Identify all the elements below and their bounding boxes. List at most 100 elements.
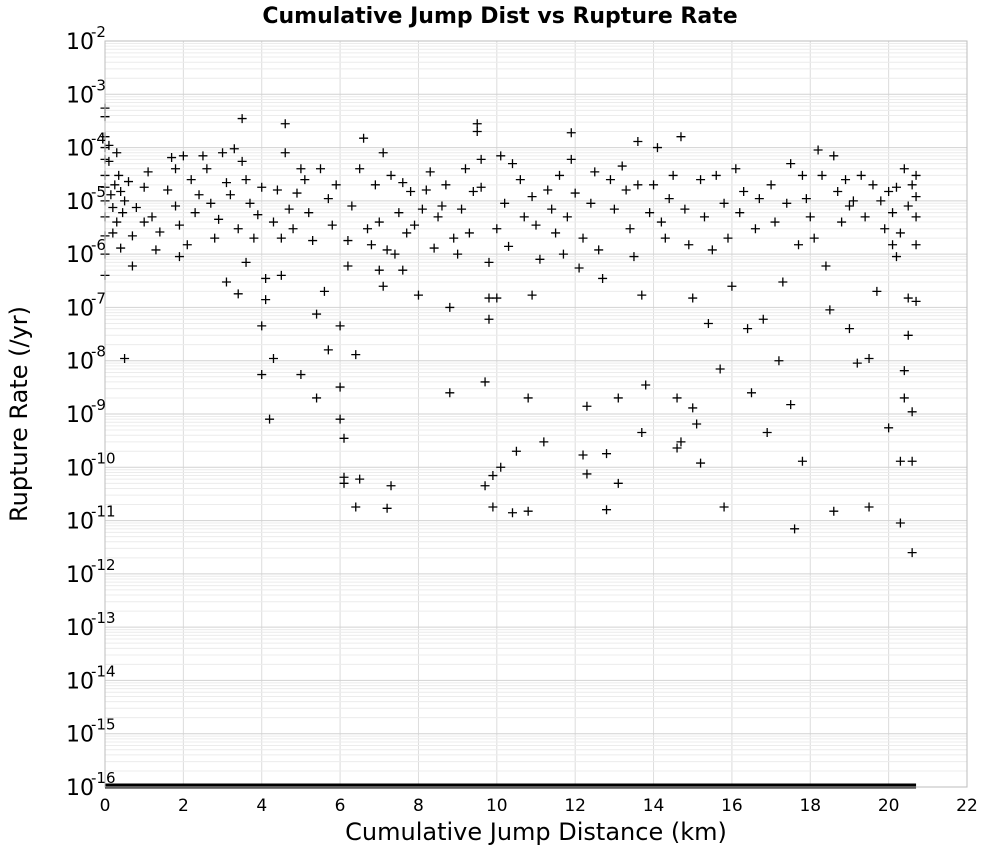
data-point	[241, 175, 251, 185]
data-point	[214, 214, 224, 224]
y-tick-exponent: -5	[91, 183, 106, 201]
data-point	[911, 212, 921, 222]
data-point	[696, 175, 706, 185]
data-point	[233, 289, 243, 299]
data-point	[778, 277, 788, 287]
data-point	[413, 290, 423, 300]
y-tick-label: 10	[66, 776, 94, 801]
data-point	[198, 151, 208, 161]
data-point	[711, 170, 721, 180]
data-point	[848, 196, 858, 206]
data-point	[268, 354, 278, 364]
data-point	[280, 119, 290, 129]
data-point	[609, 204, 619, 214]
data-point	[821, 261, 831, 271]
data-point	[120, 196, 130, 206]
data-point	[523, 393, 533, 403]
data-point	[864, 502, 874, 512]
data-point	[316, 164, 325, 174]
data-point	[174, 220, 184, 230]
data-point	[417, 204, 427, 214]
y-tick-label: 10	[66, 723, 94, 748]
data-point	[382, 503, 392, 513]
data-point	[127, 261, 137, 271]
x-tick-label: 6	[335, 796, 346, 816]
data-point	[472, 119, 482, 129]
data-point	[699, 212, 709, 222]
data-point	[437, 201, 447, 211]
data-point	[782, 198, 792, 208]
data-point	[304, 208, 314, 218]
data-point	[472, 127, 482, 137]
data-point	[852, 358, 862, 368]
data-point	[229, 144, 239, 154]
data-point	[911, 240, 921, 250]
y-tick-label: 10	[66, 243, 94, 268]
data-point	[429, 243, 439, 253]
data-point	[257, 321, 267, 331]
data-point	[872, 286, 882, 296]
data-point	[402, 228, 412, 238]
x-tick-labels: 0 2 4 6 8 10 12 14 16 18 20 22	[100, 796, 978, 816]
data-point	[833, 186, 843, 196]
y-tick-exponent: -10	[91, 449, 116, 467]
data-point	[194, 190, 204, 200]
data-point	[844, 324, 854, 334]
data-point	[911, 192, 921, 202]
data-point	[880, 224, 890, 234]
data-point	[688, 403, 698, 413]
data-point	[527, 192, 537, 202]
data-point	[551, 228, 561, 238]
y-tick-exponent: -14	[91, 662, 116, 680]
data-point	[664, 194, 674, 204]
data-point	[790, 524, 800, 534]
data-point	[895, 456, 905, 466]
data-point	[523, 506, 533, 516]
data-point	[829, 151, 839, 161]
data-point	[386, 481, 396, 491]
data-point	[147, 212, 157, 222]
data-point	[116, 243, 126, 253]
data-point	[496, 462, 506, 472]
data-point	[359, 133, 369, 143]
data-point	[555, 170, 565, 180]
data-point	[903, 201, 913, 211]
data-point	[378, 281, 388, 291]
data-point	[645, 208, 655, 218]
y-tick-label: 10	[66, 296, 94, 321]
data-point	[253, 210, 263, 220]
y-tick-exponent: -12	[91, 556, 116, 574]
data-point	[688, 293, 698, 303]
data-point	[656, 217, 666, 227]
data-point	[186, 175, 196, 185]
data-point	[155, 227, 165, 237]
data-point	[261, 273, 271, 283]
data-point	[347, 201, 357, 211]
x-tick-label: 18	[799, 796, 821, 816]
data-point	[582, 401, 592, 411]
data-point	[719, 502, 729, 512]
data-point	[331, 180, 341, 190]
data-point	[343, 236, 353, 246]
data-point	[202, 164, 212, 174]
data-point	[116, 186, 126, 196]
data-point	[280, 148, 290, 158]
x-tick-label: 12	[564, 796, 586, 816]
data-point	[460, 164, 470, 174]
data-point	[797, 456, 807, 466]
data-point	[562, 212, 572, 222]
y-tick-exponent: -11	[91, 503, 116, 521]
data-point	[652, 143, 662, 153]
data-point	[492, 293, 502, 303]
data-point	[907, 407, 917, 417]
data-point	[629, 252, 639, 262]
chart-title: Cumulative Jump Dist vs Rupture Rate	[262, 4, 737, 29]
data-point	[684, 240, 694, 250]
grid-lines	[104, 40, 968, 788]
data-point	[911, 170, 921, 180]
data-point	[649, 180, 659, 190]
data-point	[124, 177, 134, 187]
data-point	[120, 354, 130, 364]
data-point	[637, 427, 647, 437]
data-point	[453, 249, 463, 259]
